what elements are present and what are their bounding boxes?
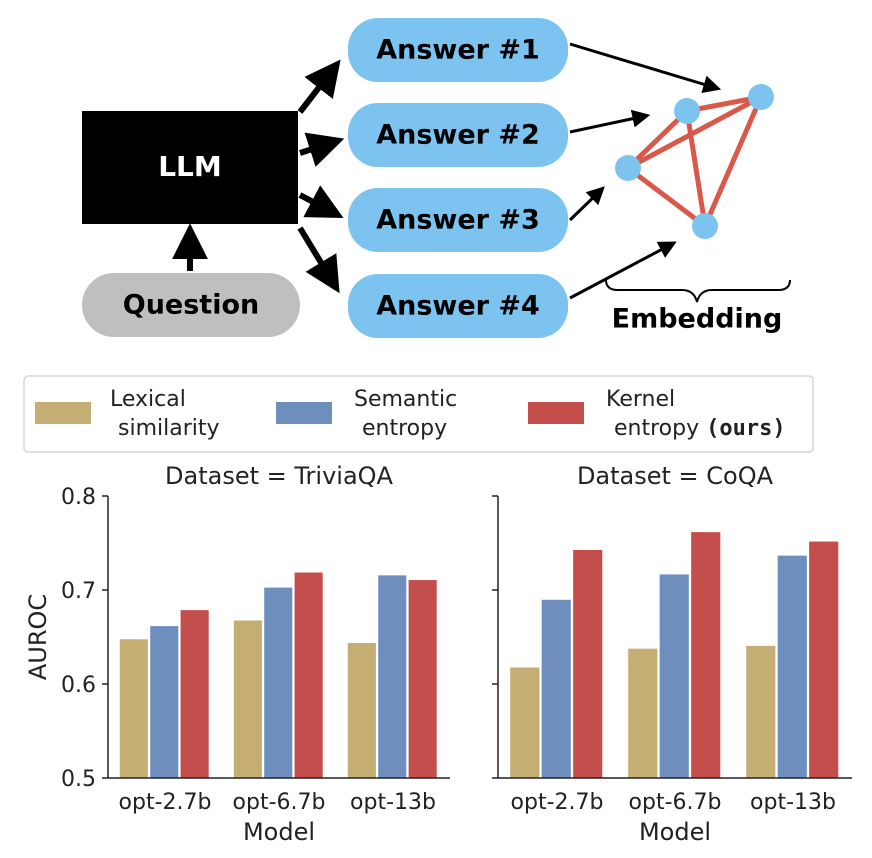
legend-swatch-kernel [528, 402, 584, 424]
bar-opt-13b-kernel-entropy-ours- [407, 579, 438, 779]
bar-opt-2.7b-kernel-entropy-ours- [179, 609, 210, 779]
pipeline-diagram: LLM Question Answer #1 Answer #2 Answer … [82, 18, 791, 338]
x-axis-label: Model [243, 818, 315, 846]
llm-to-answer-4-arrow [297, 226, 340, 294]
graph-edge [626, 94, 763, 171]
graph-edge [626, 166, 707, 228]
y-axis-label: AUROC [24, 594, 52, 680]
x-tick-label: opt-2.7b [119, 790, 212, 815]
graph-node [748, 84, 774, 110]
y-tick-label: 0.8 [61, 485, 96, 510]
answer-label-1: Answer #1 [376, 35, 540, 66]
bar-opt-13b-lexical-similarity [346, 642, 377, 779]
answer-3-to-embedding-arrow [568, 186, 605, 222]
answer-box-1 [348, 18, 568, 82]
llm-to-answer-3-arrow [298, 185, 344, 219]
embedding-label: Embedding [612, 304, 783, 335]
bar-opt-2.7b-kernel-entropy-ours- [572, 549, 604, 779]
answer-label-4: Answer #4 [376, 291, 540, 322]
graph-edge [684, 110, 708, 227]
llm-label: LLM [158, 150, 222, 183]
legend-swatch-semantic [276, 402, 332, 424]
bar-opt-6.7b-lexical-similarity [627, 647, 659, 779]
graph-edge [702, 96, 764, 227]
x-tick-label: opt-2.7b [511, 790, 604, 815]
answer-1-to-embedding-arrow [569, 42, 722, 93]
chart-title: Dataset = TriviaQA [165, 462, 393, 490]
embedding-brace [605, 279, 791, 303]
y-tick-label: 0.5 [61, 767, 96, 792]
question-label: Question [123, 290, 260, 321]
y-tick-label: 0.6 [61, 673, 96, 698]
bar-opt-6.7b-lexical-similarity [232, 619, 263, 779]
chart-triviaqa: opt-2.7b opt-6.7b opt-13b 0.5 0.6 0.7 0.8 Datas… [24, 462, 450, 846]
answer-box-2 [348, 103, 568, 167]
graph-node [692, 213, 718, 239]
legend-label-kernel-entropy: entropy [614, 416, 706, 441]
bar-opt-13b-semantic-entropy [776, 554, 808, 779]
bar-opt-2.7b-lexical-similarity [509, 666, 541, 779]
bar-opt-6.7b-kernel-entropy-ours- [293, 571, 324, 779]
bar-opt-2.7b-semantic-entropy [540, 599, 572, 779]
chart-legend: Lexical similarity Semantic entropy Kern… [23, 375, 814, 453]
answer-label-3: Answer #3 [376, 205, 540, 236]
x-tick-label: opt-6.7b [233, 790, 326, 815]
bar-opt-2.7b-lexical-similarity [119, 638, 149, 779]
bar-opt-6.7b-semantic-entropy [658, 573, 690, 779]
x-tick-label: opt-6.7b [629, 790, 722, 815]
graph-edge [626, 109, 689, 170]
legend-label-kernel-line1: Kernel [606, 387, 675, 412]
bar-opt-13b-lexical-similarity [745, 645, 777, 779]
chart-coqa: opt-2.7b opt-6.7b opt-13b Dataset = CoQA Mod… [492, 462, 852, 846]
answer-box-4 [348, 274, 568, 338]
legend-swatch-lexical [35, 402, 91, 424]
llm-to-answer-1-arrow [297, 59, 341, 114]
x-tick-label: opt-13b [750, 790, 836, 815]
legend-frame [23, 375, 814, 453]
question-box [82, 273, 300, 337]
bar-opt-13b-semantic-entropy [377, 574, 408, 779]
x-axis-label: Model [639, 818, 711, 846]
y-tick-label: 0.7 [61, 579, 96, 604]
bar-opt-6.7b-semantic-entropy [263, 586, 294, 779]
llm-to-answer-2-arrow [299, 132, 345, 167]
graph-node [674, 98, 700, 124]
bar-opt-2.7b-semantic-entropy [149, 625, 180, 779]
answer-2-to-embedding-arrow [569, 109, 651, 134]
x-tick-label: opt-13b [350, 790, 436, 815]
answer-label-2: Answer #2 [376, 120, 540, 151]
legend-label-lexical-line2: similarity [118, 416, 220, 441]
legend-label-kernel-line2: entropy (ours) [614, 416, 786, 441]
answer-4-to-embedding-arrow [569, 241, 677, 300]
legend-label-kernel-ours: (ours) [706, 416, 785, 441]
legend-label-semantic-line1: Semantic [354, 387, 457, 412]
legend-label-lexical-line1: Lexical [110, 387, 186, 412]
answer-box-3 [348, 188, 568, 252]
legend-label-semantic-line2: entropy [362, 416, 447, 441]
bar-opt-6.7b-kernel-entropy-ours- [690, 531, 722, 779]
bar-opt-13b-kernel-entropy-ours- [808, 540, 840, 779]
chart-title: Dataset = CoQA [577, 462, 774, 490]
llm-box [82, 111, 298, 224]
graph-node [615, 155, 641, 181]
